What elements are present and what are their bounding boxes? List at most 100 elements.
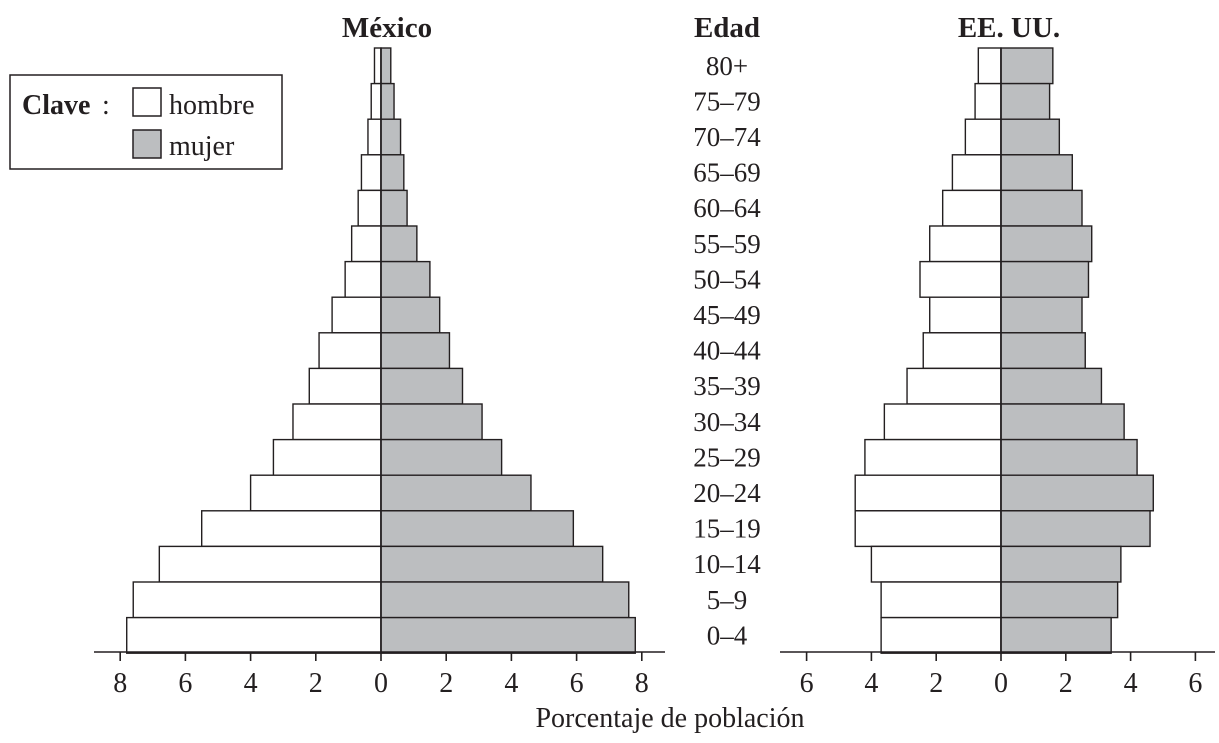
bar-usa-hombre-10	[883, 403, 1002, 441]
bar-mexico-mujer-16	[380, 616, 636, 654]
age-label-8: 40–44	[693, 336, 761, 366]
bar-usa-hombre-13	[854, 510, 1002, 548]
bar-usa-hombre-14	[870, 545, 1002, 583]
bar-usa-hombre-3	[951, 154, 1002, 192]
bar-usa-mujer-11	[1000, 438, 1138, 476]
bar-mexico-hombre-3	[360, 154, 382, 192]
bar-usa-mujer-3	[1000, 154, 1073, 192]
bar-mexico-hombre-7	[331, 296, 382, 334]
legend-swatch-hombre	[132, 87, 162, 117]
bar-usa-hombre-1	[974, 82, 1002, 120]
age-label-7: 45–49	[693, 300, 761, 330]
bar-usa-mujer-6	[1000, 260, 1090, 298]
age-header: Edad	[694, 12, 760, 44]
tick-label-mexico-3: 2	[309, 668, 323, 699]
tick-label-mexico-7: 6	[570, 668, 584, 699]
bar-mexico-hombre-16	[126, 616, 382, 654]
bar-mexico-mujer-7	[380, 296, 441, 334]
bar-mexico-hombre-10	[292, 403, 382, 441]
bar-mexico-hombre-4	[357, 189, 382, 227]
bar-mexico-mujer-2	[380, 118, 402, 156]
bar-mexico-hombre-8	[318, 332, 382, 370]
bar-usa-hombre-15	[880, 581, 1002, 619]
bar-usa-hombre-9	[906, 367, 1002, 405]
tick-label-usa-2: 2	[929, 668, 943, 699]
age-label-16: 0–4	[707, 620, 748, 650]
tick-label-usa-0: 6	[800, 668, 814, 699]
bar-usa-hombre-4	[941, 189, 1002, 227]
bar-mexico-hombre-14	[158, 545, 382, 583]
bar-mexico-mujer-12	[380, 474, 532, 512]
bar-mexico-mujer-5	[380, 225, 418, 263]
legend-swatch-mujer	[132, 129, 162, 159]
bar-mexico-hombre-1	[370, 82, 382, 120]
tick-label-mexico-5: 2	[439, 668, 453, 699]
age-label-0: 80+	[706, 51, 748, 81]
tick-label-mexico-2: 4	[244, 668, 258, 699]
bar-mexico-hombre-0	[373, 47, 382, 85]
tick-label-mexico-0: 8	[113, 668, 127, 699]
tick-label-mexico-6: 4	[504, 668, 518, 699]
bar-mexico-hombre-11	[272, 438, 382, 476]
bar-usa-mujer-4	[1000, 189, 1083, 227]
chart-title-usa: EE. UU.	[958, 12, 1060, 44]
bar-mexico-mujer-6	[380, 260, 431, 298]
age-label-3: 65–69	[693, 158, 761, 188]
bar-mexico-mujer-3	[380, 154, 405, 192]
bar-usa-hombre-8	[922, 332, 1002, 370]
tick-label-usa-6: 6	[1188, 668, 1202, 699]
bar-mexico-mujer-15	[380, 581, 630, 619]
chart-title-mexico: México	[342, 12, 432, 44]
bar-usa-mujer-8	[1000, 332, 1086, 370]
tick-label-usa-1: 4	[864, 668, 878, 699]
age-labels: 80+ 75–79 70–74 65–69 60–64 55–59 50–54 45–49 40…	[693, 51, 761, 651]
age-label-15: 5–9	[707, 585, 748, 615]
bar-usa-hombre-12	[854, 474, 1002, 512]
bar-mexico-hombre-5	[350, 225, 382, 263]
bar-usa-hombre-2	[964, 118, 1002, 156]
age-label-6: 50–54	[693, 264, 761, 294]
bar-mexico-mujer-8	[380, 332, 451, 370]
bar-usa-mujer-12	[1000, 474, 1154, 512]
bar-usa-hombre-6	[919, 260, 1002, 298]
age-label-10: 30–34	[693, 407, 761, 437]
tick-label-mexico-4: 0	[374, 668, 388, 699]
tick-label-usa-3: 0	[994, 668, 1008, 699]
age-label-11: 25–29	[693, 442, 761, 472]
bar-mexico-mujer-0	[380, 47, 392, 85]
bar-usa-hombre-0	[977, 47, 1002, 85]
bar-mexico-hombre-13	[200, 510, 382, 548]
bar-usa-hombre-5	[929, 225, 1002, 263]
bar-usa-mujer-13	[1000, 510, 1151, 548]
axes-layer: 8 6 4 2 0 2 4 6 8 6 4 2 0 2 4 6	[94, 48, 1215, 699]
bar-mexico-mujer-9	[380, 367, 464, 405]
bar-mexico-hombre-2	[367, 118, 382, 156]
bar-usa-mujer-10	[1000, 403, 1125, 441]
legend-label-hombre: hombre	[169, 90, 255, 121]
age-label-4: 60–64	[693, 193, 761, 223]
bar-usa-mujer-5	[1000, 225, 1093, 263]
age-label-5: 55–59	[693, 229, 761, 259]
x-axis-label: Porcentaje de población	[535, 703, 804, 734]
bar-mexico-hombre-12	[249, 474, 382, 512]
bar-usa-mujer-0	[1000, 47, 1054, 85]
bar-usa-hombre-11	[864, 438, 1002, 476]
bar-usa-mujer-1	[1000, 82, 1051, 120]
bar-usa-mujer-7	[1000, 296, 1083, 334]
legend: Clave : hombre mujer	[9, 74, 283, 170]
legend-title: Clave	[22, 90, 90, 121]
legend-separator: :	[102, 90, 110, 121]
bar-mexico-mujer-14	[380, 545, 604, 583]
legend-label-mujer: mujer	[169, 131, 235, 162]
bar-mexico-hombre-9	[308, 367, 382, 405]
tick-label-mexico-1: 6	[178, 668, 192, 699]
bar-mexico-mujer-13	[380, 510, 575, 548]
bar-usa-mujer-2	[1000, 118, 1061, 156]
bar-mexico-hombre-15	[132, 581, 382, 619]
bar-usa-hombre-7	[929, 296, 1002, 334]
bar-mexico-mujer-4	[380, 189, 408, 227]
bar-mexico-mujer-1	[380, 82, 395, 120]
bar-usa-mujer-16	[1000, 616, 1112, 654]
bar-usa-hombre-16	[880, 616, 1002, 654]
